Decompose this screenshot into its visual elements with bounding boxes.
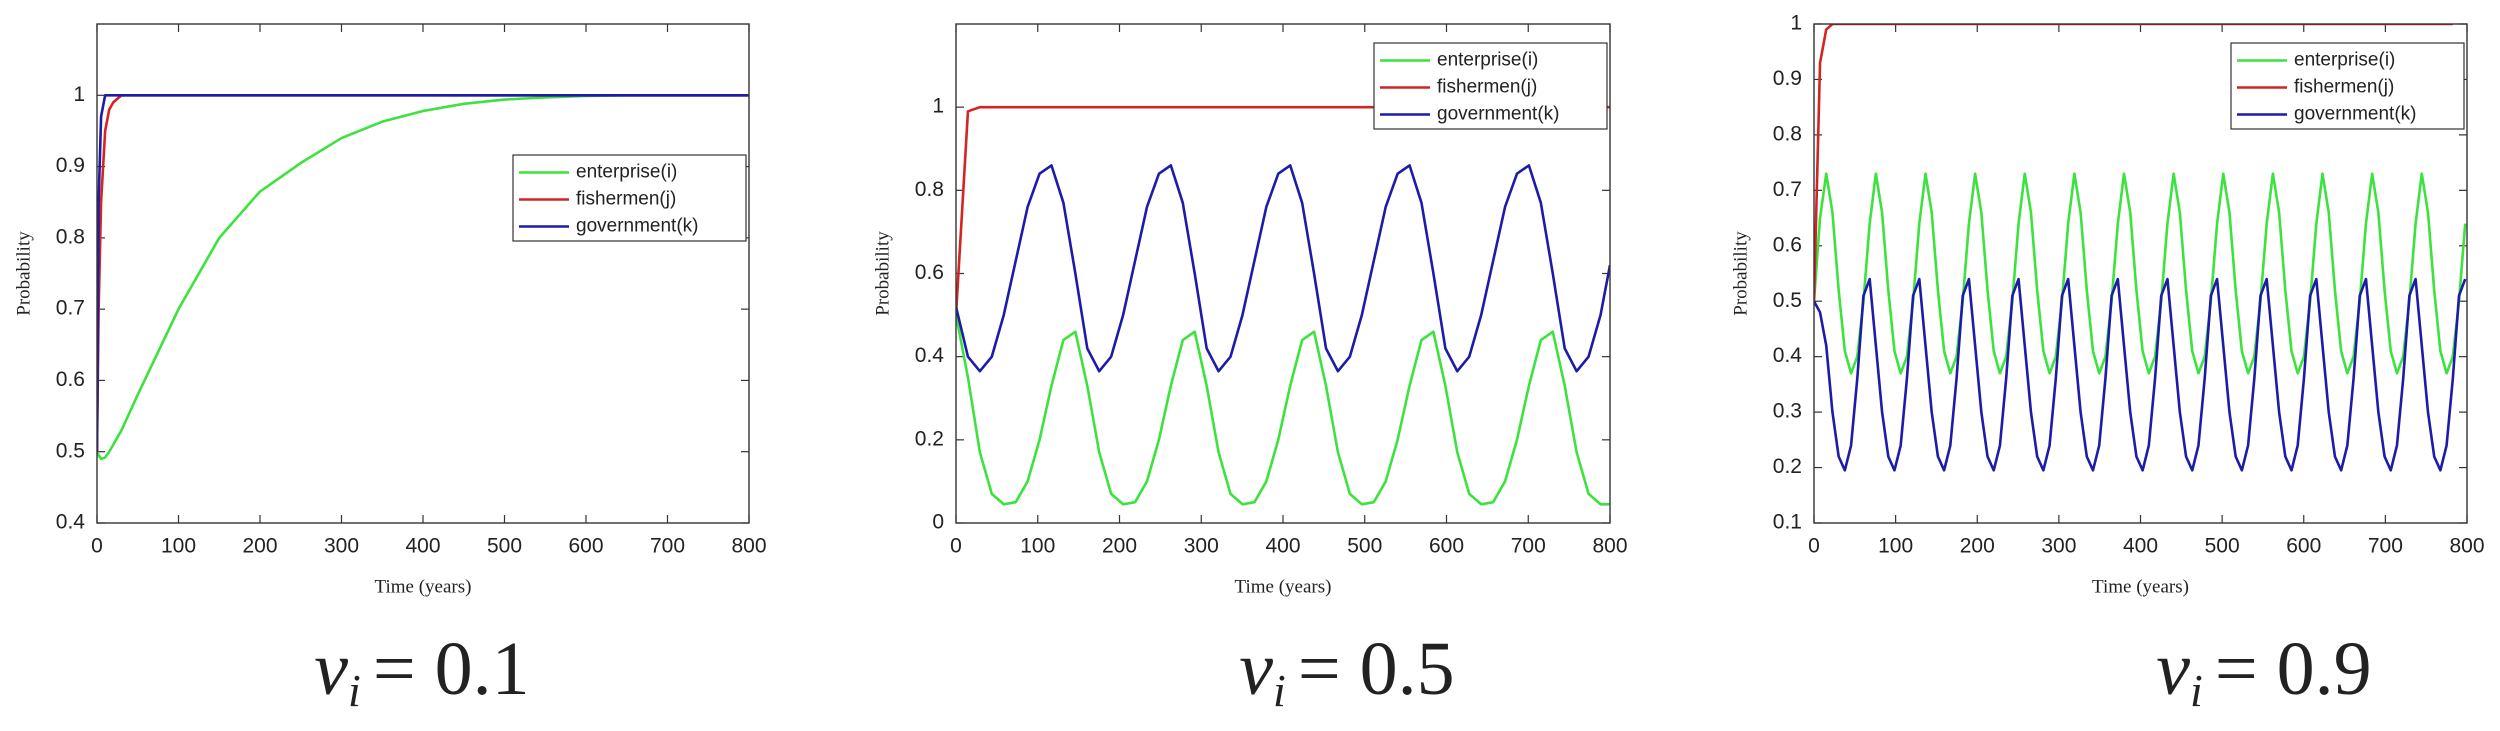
legend-label: government(k) [1437,104,1560,125]
y-tick-label: 0.8 [1773,122,1802,145]
legend-label: fishermen(j) [2294,77,2394,98]
x-tick-label: 100 [161,535,196,558]
y-tick-label: 0.6 [915,261,944,284]
caption-text: = 0.9 [2215,627,2372,711]
y-tick-label: 0.8 [915,178,944,201]
legend-label: enterprise(i) [576,162,677,183]
y-tick-label: 0.6 [1773,233,1802,256]
caption-symbol: v [2156,627,2190,711]
x-tick-label: 0 [1808,535,1820,558]
legend-label: fishermen(j) [1437,77,1537,98]
x-tick-label: 800 [1592,535,1627,558]
y-tick-label: 0.6 [56,368,85,391]
caption-text: = 0.1 [373,627,530,711]
y-tick-label: 0.2 [915,427,944,450]
x-tick-label: 700 [2368,535,2403,558]
legend-label: government(k) [576,216,699,237]
x-tick-label: 200 [242,535,277,558]
y-tick-label: 0.8 [56,225,85,248]
legend-label: government(k) [2294,104,2417,125]
x-tick-label: 0 [91,535,103,558]
x-tick-label: 500 [487,535,522,558]
y-tick-label: 1 [73,83,85,106]
caption-subscript: i [2190,665,2203,716]
y-tick-label: 0.9 [1773,67,1802,90]
x-tick-label: 200 [1960,535,1995,558]
x-tick-label: 600 [2286,535,2321,558]
y-tick-label: 0.3 [1773,400,1802,423]
x-tick-label: 400 [1265,535,1300,558]
x-tick-label: 700 [1511,535,1546,558]
caption: vi = 0.5 [1239,627,1454,715]
caption-symbol: v [1239,627,1273,711]
caption: vi = 0.1 [314,627,529,715]
y-tick-label: 0.1 [1773,511,1802,534]
x-tick-label: 800 [731,535,766,558]
y-axis-label: Probability [1730,231,1751,316]
caption-symbol: v [314,627,348,711]
x-tick-label: 100 [1878,535,1913,558]
x-tick-label: 300 [324,535,359,558]
x-tick-label: 700 [650,535,685,558]
x-tick-label: 800 [2449,535,2484,558]
y-tick-label: 0 [932,511,944,534]
x-tick-label: 200 [1102,535,1137,558]
y-tick-label: 0.5 [1773,289,1802,312]
x-tick-label: 300 [2041,535,2076,558]
x-axis-label: Time (years) [2092,576,2189,597]
x-tick-label: 600 [1429,535,1464,558]
caption-text: = 0.5 [1298,627,1455,711]
y-axis-label: Probability [13,231,34,316]
x-tick-label: 500 [2205,535,2240,558]
plot-area [97,24,749,523]
x-tick-label: 100 [1020,535,1055,558]
legend-label: fishermen(j) [576,189,676,210]
y-tick-label: 0.7 [1773,178,1802,201]
y-tick-label: 0.5 [56,439,85,462]
x-tick-label: 500 [1347,535,1382,558]
series-line [956,164,1610,373]
y-tick-label: 1 [932,95,944,118]
y-tick-label: 0.4 [915,344,945,367]
axes-frame [1813,23,2468,524]
legend-label: enterprise(i) [1437,50,1538,71]
y-tick-label: 0.2 [1773,455,1802,478]
series-line [97,93,749,452]
caption-subscript: i [1273,665,1286,716]
y-tick-label: 0.7 [56,297,85,320]
x-axis-label: Time (years) [1235,576,1332,597]
axes-frame [955,23,1611,524]
x-axis-label: Time (years) [375,576,472,597]
caption: vi = 0.9 [2156,627,2371,715]
caption-subscript: i [348,665,361,716]
x-tick-label: 600 [568,535,603,558]
series-line [1814,277,2467,472]
y-tick-label: 0.9 [56,154,85,177]
x-tick-label: 400 [405,535,440,558]
series-line [956,314,1610,506]
x-tick-label: 400 [2123,535,2158,558]
x-tick-label: 0 [950,535,962,558]
legend-label: enterprise(i) [2294,50,2395,71]
y-tick-label: 1 [1790,12,1802,35]
y-tick-label: 0.4 [1773,344,1803,367]
y-tick-label: 0.4 [56,511,86,534]
axes-frame [96,23,750,524]
x-tick-label: 300 [1184,535,1219,558]
y-axis-label: Probability [872,231,893,316]
